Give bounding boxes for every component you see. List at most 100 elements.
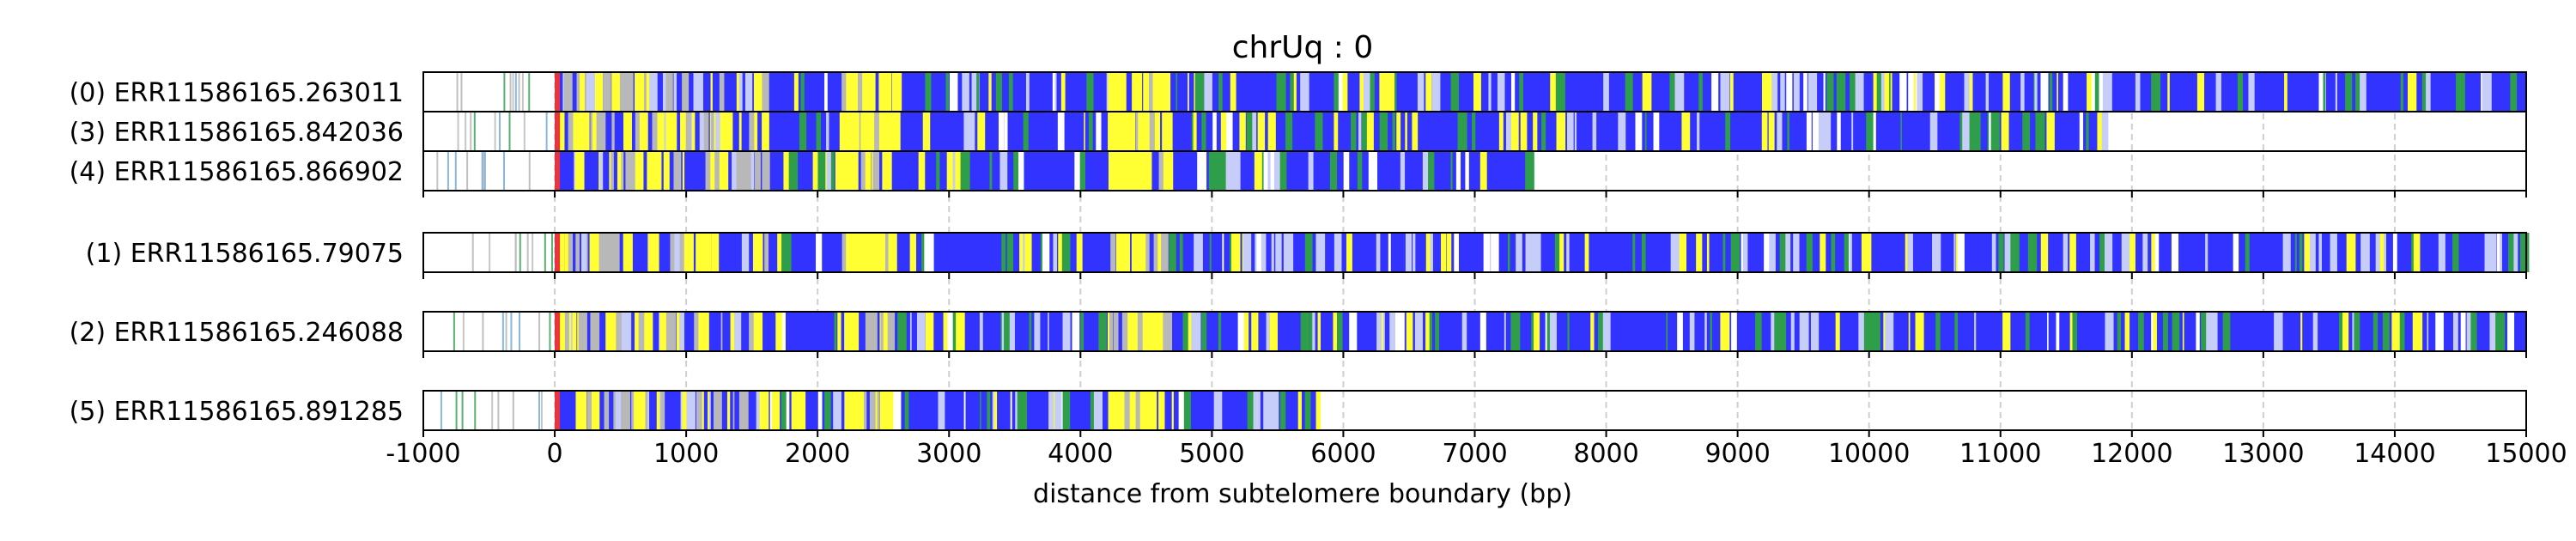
motif-stripe (817, 151, 828, 191)
motif-stripe (644, 72, 648, 112)
motif-stripe (679, 233, 686, 272)
motif-stripe (1824, 112, 1832, 151)
motif-stripe (853, 233, 858, 272)
motif-stripe (736, 72, 741, 112)
motif-stripe (764, 233, 769, 272)
motif-stripe (1379, 72, 1386, 112)
motif-stripe (662, 72, 668, 112)
motif-stripe (665, 151, 670, 191)
motif-stripe (1516, 233, 1522, 272)
motif-stripe (599, 151, 604, 191)
motif-stripe (1368, 151, 1378, 191)
motif-stripe (474, 391, 477, 430)
motif-stripe (1394, 312, 1405, 351)
motif-stripe (1679, 233, 1687, 272)
motif-stripe (1275, 233, 1282, 272)
motif-stripe (635, 312, 641, 351)
motif-stripe (2215, 72, 2221, 112)
motif-stripe (2049, 72, 2053, 112)
motif-stripe (2044, 233, 2047, 272)
motif-stripe (1363, 72, 1373, 112)
motif-stripe (1964, 72, 1973, 112)
motif-stripe (849, 112, 858, 151)
motif-stripe (2034, 72, 2038, 112)
motif-stripe (925, 72, 932, 112)
motif-stripe (1329, 151, 1338, 191)
motif-stripe (1267, 151, 1273, 191)
motif-stripe (1520, 112, 1528, 151)
motif-stripe (1188, 72, 1189, 112)
motif-stripe (465, 112, 467, 151)
motif-stripe (816, 233, 823, 272)
motif-stripe (690, 112, 693, 151)
motif-stripe (750, 151, 755, 191)
motif-stripe (1900, 112, 1902, 151)
motif-stripe (1074, 151, 1080, 191)
motif-stripe (963, 112, 968, 151)
motif-stripe (2027, 233, 2038, 272)
motif-stripe (1034, 312, 1041, 351)
motif-stripe (2002, 312, 2011, 351)
motif-stripe (2318, 233, 2322, 272)
motif-stripe (609, 151, 612, 191)
motif-stripe (1040, 233, 1044, 272)
motif-stripe (1145, 391, 1156, 430)
motif-stripe (762, 112, 769, 151)
motif-stripe (1720, 72, 1730, 112)
motif-stripe (922, 112, 931, 151)
motif-stripe (943, 312, 947, 351)
motif-stripe (580, 312, 587, 351)
motif-stripe (510, 312, 513, 351)
motif-stripe (1959, 112, 1964, 151)
motif-stripe (1430, 233, 1433, 272)
motif-stripe (1279, 151, 1287, 191)
motif-stripe (1019, 233, 1025, 272)
motif-stripe (1115, 233, 1126, 272)
motif-stripe (2124, 312, 2130, 351)
motif-stripe (882, 233, 888, 272)
motif-stripe (2004, 233, 2014, 272)
motif-stripe (1907, 233, 1913, 272)
motif-stripe (1497, 72, 1505, 112)
motif-stripe (1276, 72, 1286, 112)
motif-stripe (1554, 233, 1563, 272)
motif-stripe (692, 112, 696, 151)
motif-stripe (1454, 233, 1459, 272)
motif-stripe (1163, 112, 1173, 151)
motif-stripe (1138, 151, 1145, 191)
motif-stripe (1220, 112, 1230, 151)
motif-stripe (2069, 312, 2075, 351)
x-tick-label: 12000 (2091, 439, 2172, 469)
motif-stripe (1264, 391, 1271, 430)
motif-stripe (2086, 112, 2089, 151)
motif-stripe (1108, 391, 1118, 430)
motif-stripe (623, 112, 629, 151)
motif-stripe (453, 312, 455, 351)
motif-stripe (1905, 233, 1909, 272)
motif-stripe (1090, 391, 1097, 430)
motif-stripe (1405, 112, 1407, 151)
motif-stripe (968, 151, 970, 191)
motif-stripe (577, 312, 580, 351)
motif-stripe (461, 391, 464, 430)
motif-stripe (759, 391, 769, 430)
motif-stripe (1479, 151, 1487, 191)
motif-stripe (1247, 391, 1257, 430)
motif-stripe (921, 233, 927, 272)
motif-stripe (594, 72, 603, 112)
motif-stripe (1261, 151, 1265, 191)
motif-stripe (2355, 72, 2363, 112)
motif-stripe (681, 112, 689, 151)
x-tick-label: 2000 (785, 439, 850, 469)
motif-stripe (2117, 312, 2122, 351)
read-tracks: (0) ERR11586165.263011 (3) ERR11586165.84… (70, 71, 2530, 437)
motif-stripe (756, 391, 762, 430)
motif-stripe (979, 312, 982, 351)
motif-stripe (1917, 72, 1923, 112)
motif-stripe (749, 112, 758, 151)
motif-stripe (489, 233, 491, 272)
motif-stripe (586, 391, 595, 430)
motif-stripe (817, 391, 823, 430)
motif-stripe (1876, 72, 1883, 112)
motif-stripe (1425, 72, 1432, 112)
